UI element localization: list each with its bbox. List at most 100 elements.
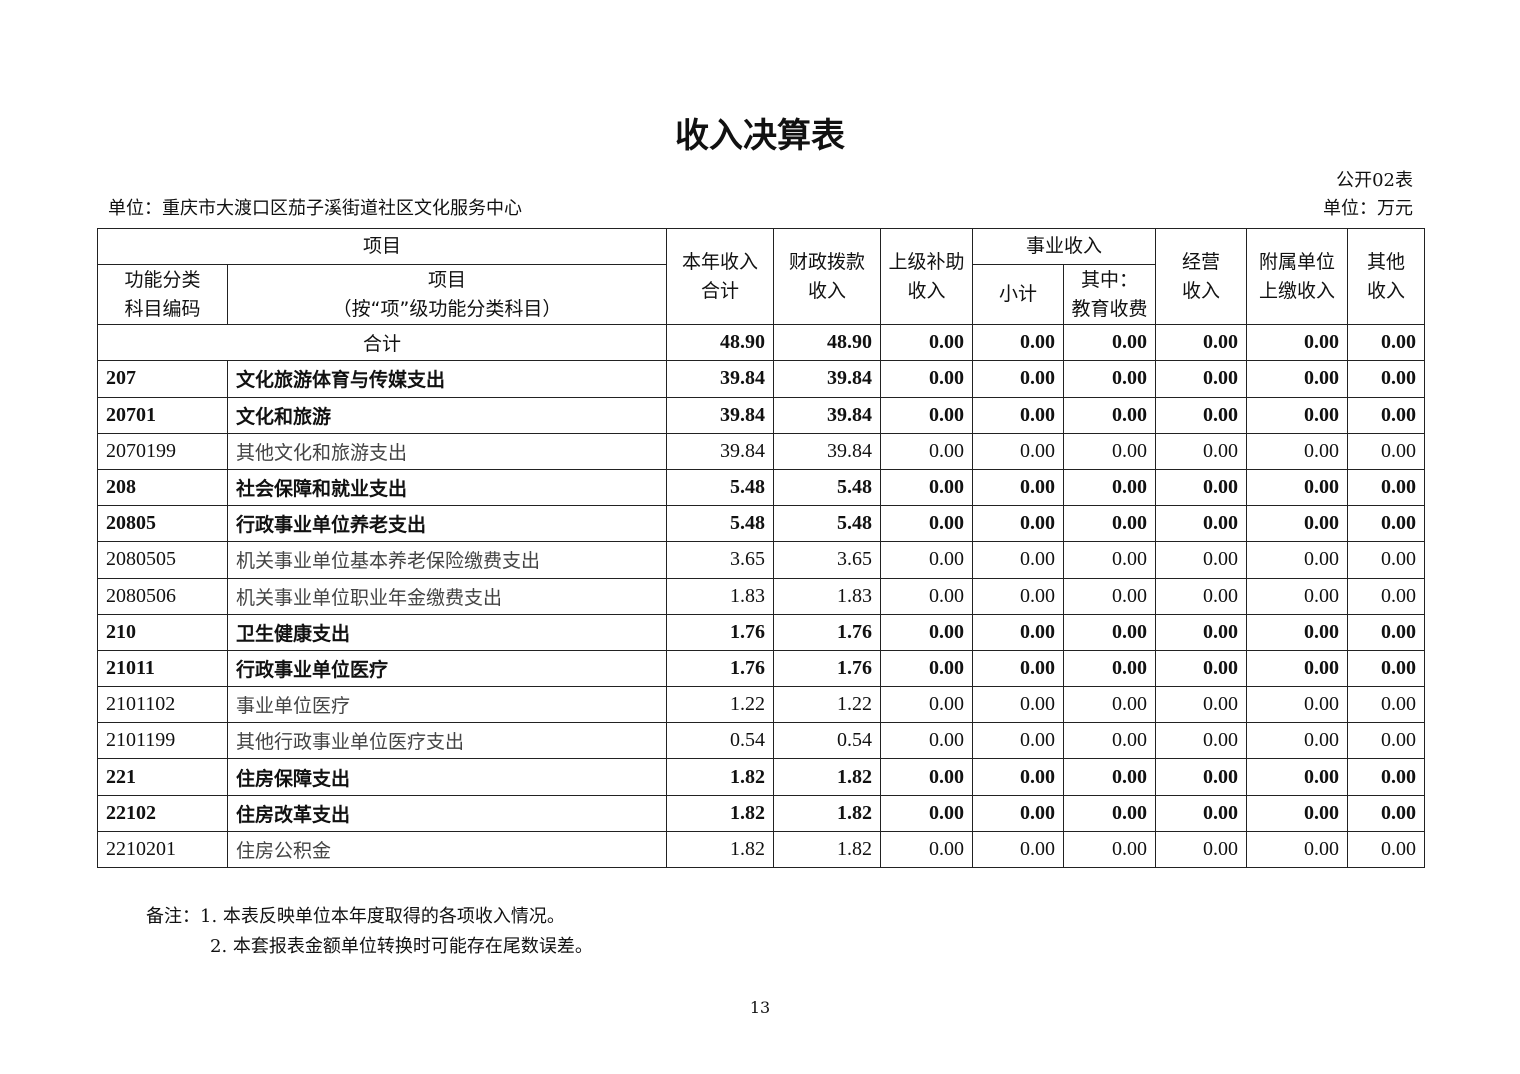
row-name: 行政事业单位医疗	[226, 649, 668, 688]
row-code: 208	[97, 468, 228, 507]
cell: 0.00	[1246, 613, 1349, 651]
cell: 1.83	[773, 577, 882, 615]
cell: 0.00	[972, 686, 1065, 724]
cell: 48.90	[773, 324, 882, 362]
cell: 0.00	[972, 758, 1065, 796]
cell: 0.00	[972, 794, 1065, 832]
cell: 0.00	[1063, 577, 1157, 615]
cell: 0.00	[1246, 649, 1349, 688]
cell: 0.00	[1347, 360, 1426, 398]
row-code: 2070199	[97, 432, 228, 470]
cell: 1.82	[773, 758, 882, 796]
cell: 39.84	[773, 432, 882, 470]
cell: 0.00	[1063, 722, 1157, 760]
cell: 1.82	[773, 830, 882, 869]
cell: 1.82	[773, 794, 882, 832]
row-name: 其他文化和旅游支出	[226, 432, 668, 470]
cell: 0.00	[1155, 541, 1248, 579]
row-name: 文化和旅游	[226, 396, 668, 434]
row-name: 事业单位医疗	[226, 686, 668, 724]
page-number: 13	[749, 998, 771, 1017]
total-label: 合计	[96, 324, 668, 362]
organization-unit: 单位：重庆市大渡口区茄子溪街道社区文化服务中心	[108, 198, 522, 219]
header-subtotal: 小计	[972, 264, 1065, 326]
table-row: 2101102 事业单位医疗 1.22 1.22 0.00 0.00 0.00 0.00 0.0…	[97, 686, 1426, 724]
cell: 0.00	[1347, 794, 1426, 832]
cell: 5.48	[666, 505, 775, 543]
cell: 0.00	[1246, 794, 1349, 832]
table-row: 208 社会保障和就业支出 5.48 5.48 0.00 0.00 0.00 0.00 0.00…	[97, 468, 1426, 507]
cell: 0.00	[880, 577, 974, 615]
money-unit: 单位：万元	[1323, 198, 1413, 219]
cell: 0.00	[1246, 360, 1349, 398]
cell: 0.00	[1063, 686, 1157, 724]
header-other: 其他 收入	[1347, 227, 1426, 326]
cell: 0.00	[880, 505, 974, 543]
row-name: 机关事业单位基本养老保险缴费支出	[226, 541, 668, 579]
row-code: 207	[97, 360, 228, 398]
table-row: 20805 行政事业单位养老支出 5.48 5.48 0.00 0.00 0.00 0.00 0…	[97, 505, 1426, 543]
cell: 0.00	[1246, 541, 1349, 579]
cell: 0.00	[1246, 432, 1349, 470]
header-item-name: 项目 （按“项”级功能分类科目）	[226, 264, 668, 326]
cell: 0.00	[1246, 324, 1349, 362]
header-career: 事业收入	[972, 227, 1157, 266]
row-name: 住房保障支出	[226, 758, 668, 796]
cell: 0.00	[1155, 613, 1248, 651]
cell: 0.00	[1155, 649, 1248, 688]
cell: 0.00	[880, 468, 974, 507]
table-row: 2080506 机关事业单位职业年金缴费支出 1.83 1.83 0.00 0.00 0.0…	[97, 577, 1426, 615]
cell: 5.48	[666, 468, 775, 507]
cell: 0.00	[1246, 396, 1349, 434]
cell: 0.00	[1063, 468, 1157, 507]
cell: 0.00	[972, 396, 1065, 434]
row-code: 2101102	[97, 686, 228, 724]
cell: 1.76	[773, 649, 882, 688]
cell: 1.76	[773, 613, 882, 651]
table-number: 公开02表	[1336, 170, 1413, 191]
cell: 0.00	[1347, 505, 1426, 543]
cell: 5.48	[773, 468, 882, 507]
cell: 0.00	[880, 830, 974, 869]
row-name: 住房公积金	[226, 830, 668, 869]
header-code: 功能分类 科目编码	[97, 264, 228, 326]
cell: 0.54	[666, 722, 775, 760]
cell: 0.00	[1155, 360, 1248, 398]
cell: 0.00	[1246, 758, 1349, 796]
cell: 0.00	[1063, 613, 1157, 651]
cell: 1.22	[666, 686, 775, 724]
row-code: 20701	[97, 396, 228, 434]
cell: 0.00	[1155, 396, 1248, 434]
header-edu: 其中： 教育收费	[1063, 264, 1157, 326]
cell: 0.00	[880, 794, 974, 832]
cell: 39.84	[773, 360, 882, 398]
cell: 0.00	[1155, 432, 1248, 470]
cell: 0.00	[1155, 505, 1248, 543]
note-2: 2. 本套报表金额单位转换时可能存在尾数误差。	[210, 936, 593, 957]
cell: 0.00	[972, 360, 1065, 398]
cell: 0.54	[773, 722, 882, 760]
row-name: 社会保障和就业支出	[226, 468, 668, 507]
cell: 0.00	[1063, 432, 1157, 470]
cell: 0.00	[1347, 396, 1426, 434]
total-row: 合计 48.90 48.90 0.00 0.00 0.00 0.00 0.00 …	[96, 324, 1426, 362]
cell: 0.00	[1063, 505, 1157, 543]
cell: 0.00	[972, 432, 1065, 470]
cell: 0.00	[1347, 577, 1426, 615]
table-row: 20701 文化和旅游 39.84 39.84 0.00 0.00 0.00 0.00 0.00…	[97, 396, 1426, 434]
cell: 48.90	[666, 324, 775, 362]
table-row: 22102 住房改革支出 1.82 1.82 0.00 0.00 0.00 0.00 0.00 0…	[97, 794, 1426, 832]
cell: 0.00	[972, 324, 1065, 362]
cell: 0.00	[880, 360, 974, 398]
row-code: 2210201	[97, 830, 228, 869]
page-title: 收入决算表	[675, 116, 845, 156]
cell: 0.00	[972, 649, 1065, 688]
cell: 0.00	[1155, 758, 1248, 796]
income-table: 项目 本年收入 合计 财政拨款 收入 上级补助 收入 事业收入 经营 收入 附属…	[96, 227, 1426, 869]
table-row: 207 文化旅游体育与传媒支出 39.84 39.84 0.00 0.00 0.00 0.00…	[97, 360, 1426, 398]
table-row: 210 卫生健康支出 1.76 1.76 0.00 0.00 0.00 0.00 0.00 0.0…	[97, 613, 1426, 651]
cell: 0.00	[1246, 830, 1349, 869]
cell: 0.00	[972, 577, 1065, 615]
cell: 0.00	[1063, 830, 1157, 869]
